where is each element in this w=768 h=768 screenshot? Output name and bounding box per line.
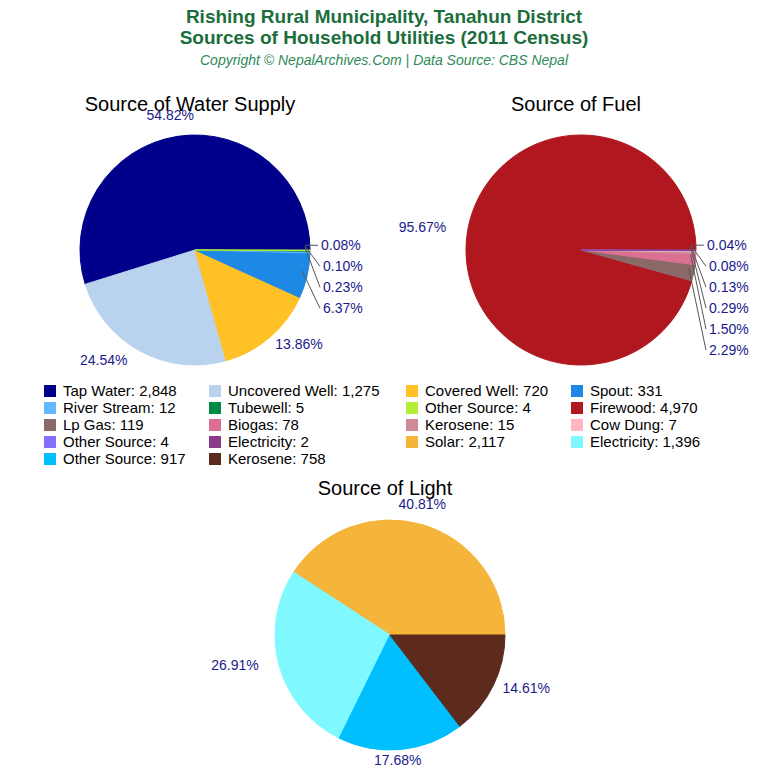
svg-text:0.10%: 0.10% <box>323 258 363 274</box>
svg-text:40.81%: 40.81% <box>399 496 446 512</box>
svg-text:24.54%: 24.54% <box>80 352 127 368</box>
svg-text:17.68%: 17.68% <box>374 752 421 768</box>
svg-text:14.61%: 14.61% <box>502 680 549 696</box>
svg-text:26.91%: 26.91% <box>211 657 258 673</box>
svg-text:0.04%: 0.04% <box>707 237 747 253</box>
svg-text:0.08%: 0.08% <box>709 258 749 274</box>
svg-text:13.86%: 13.86% <box>275 336 322 352</box>
svg-text:54.82%: 54.82% <box>146 107 193 123</box>
svg-text:1.50%: 1.50% <box>709 321 749 337</box>
svg-text:2.29%: 2.29% <box>709 342 749 358</box>
svg-text:0.13%: 0.13% <box>709 279 749 295</box>
svg-text:0.08%: 0.08% <box>321 237 361 253</box>
svg-text:0.29%: 0.29% <box>709 300 749 316</box>
svg-text:0.23%: 0.23% <box>323 279 363 295</box>
svg-text:6.37%: 6.37% <box>323 300 363 316</box>
svg-text:95.67%: 95.67% <box>399 219 446 235</box>
